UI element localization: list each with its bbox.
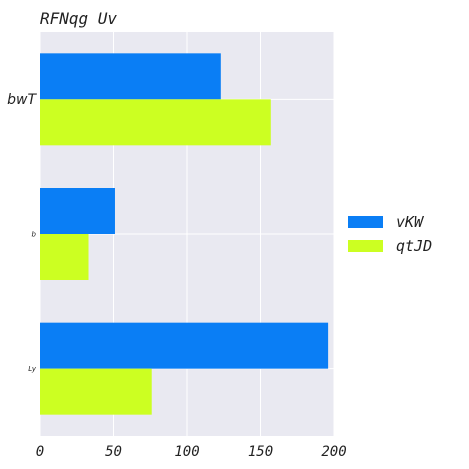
bar-vKW-b <box>40 188 115 234</box>
x-tick-label: 50 <box>105 444 122 460</box>
bar-qtJD-b <box>40 234 89 280</box>
x-tick-label: 150 <box>248 444 273 460</box>
bars <box>40 53 329 415</box>
x-tick-label: 200 <box>321 444 346 460</box>
chart-title: RFNqg Uv <box>40 9 117 28</box>
x-axis-ticks: 0 50 100 150 200 <box>36 444 347 460</box>
y-category-label: b <box>32 230 37 238</box>
legend-swatch <box>348 216 383 228</box>
y-category-label: Ly <box>28 365 37 373</box>
y-axis-labels: bwT b Ly <box>7 92 37 373</box>
x-tick-label: 100 <box>174 444 199 460</box>
legend-label: vKW <box>396 213 425 231</box>
legend-label: qtJD <box>396 237 432 255</box>
bar-qtJD-bwT <box>40 99 271 146</box>
bar-vKW-Ly <box>40 322 329 369</box>
legend-swatch <box>348 240 383 252</box>
bar-qtJD-Ly <box>40 368 152 415</box>
x-tick-label: 0 <box>36 444 44 460</box>
bar-vKW-bwT <box>40 53 221 100</box>
legend: vKW qtJD <box>348 213 432 255</box>
y-category-label: bwT <box>7 92 37 108</box>
